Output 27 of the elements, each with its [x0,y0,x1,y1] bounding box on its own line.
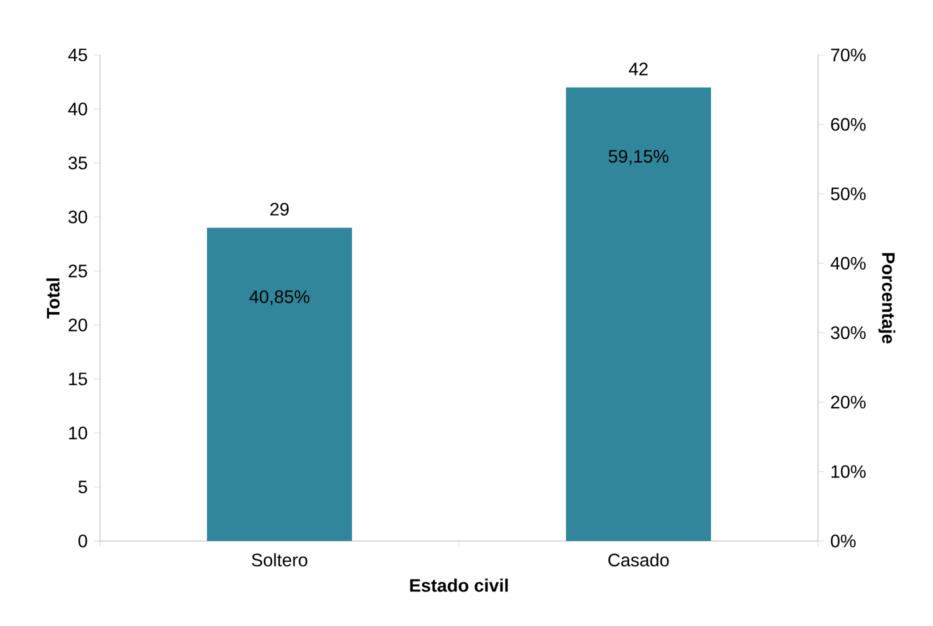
y-tick-label: 45 [68,48,88,62]
annotation: 59,15% [608,150,668,165]
y-tick-label: 15 [69,372,88,386]
y-tick-label: 30 [68,210,88,224]
y-tick-label: 10 [69,426,88,440]
y2-tick-label: 50% [830,187,866,200]
y-tick-label: 20 [68,318,88,332]
y2-axis-title: Porcentaje [878,253,896,344]
y2-tick-label: 70% [831,48,866,62]
y-tick-label: 35 [68,156,88,170]
y-tick-label: 40 [68,102,88,116]
x-tick-label: Soltero [252,553,308,566]
y2-tick-label: 60% [831,118,866,131]
y2-tick-label: 10% [832,465,866,478]
y-axis-title: Total [46,278,60,319]
data-label: 42 [628,62,648,76]
y2-tick-label: 20% [831,396,866,409]
y2-tick-label: 0% [830,534,856,548]
y-tick-label: 25 [68,264,88,278]
x-axis-title: Estado civil [410,578,508,592]
annotation: 40,85% [249,290,310,306]
x-tick-label: Casado [608,553,669,566]
y-tick-label: 0 [78,534,88,548]
y-tick-label: 5 [78,480,88,494]
y2-tick-label: 30% [830,326,866,340]
data-label: 29 [270,202,289,216]
y2-tick-label: 40% [830,256,866,270]
